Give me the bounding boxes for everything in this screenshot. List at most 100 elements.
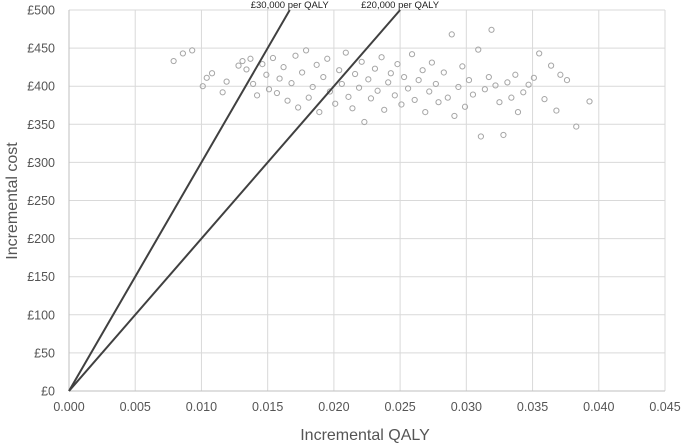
y-tick-label: £250 — [27, 194, 55, 208]
y-ticks: £0 £50 £100 £150 £200 £250 £300 £350 £400 £450 £50… — [27, 4, 55, 399]
scatter-point — [324, 55, 331, 62]
scatter-point — [415, 77, 422, 84]
scatter-point — [504, 79, 511, 86]
scatter-point — [500, 131, 507, 139]
grid — [68, 9, 666, 392]
y-tick-label: £350 — [27, 118, 55, 132]
scatter-point — [371, 65, 379, 72]
scatter-point — [435, 99, 442, 106]
scatter-point — [485, 73, 492, 81]
scatter-point — [459, 63, 466, 70]
thresholds: £30,000 per QALY £20,000 per QALY — [68, 0, 440, 392]
scatter-point — [381, 106, 388, 113]
scatter-point — [378, 54, 385, 61]
scatter-point — [313, 61, 320, 68]
x-tick-label: 0.045 — [649, 400, 680, 414]
scatter-point — [428, 59, 435, 66]
scatter-point — [469, 91, 477, 98]
scatter-point — [320, 73, 327, 81]
scatter-point — [269, 54, 277, 62]
x-tick-label: 0.010 — [186, 400, 217, 414]
scatter-point — [316, 109, 323, 116]
scatter-point — [448, 31, 455, 38]
scatter-point — [235, 62, 242, 69]
scatter-point — [299, 69, 306, 76]
scatter-point — [219, 89, 226, 96]
scatter-point — [455, 83, 462, 91]
scatter-point — [422, 109, 429, 116]
scatter-point — [247, 55, 254, 62]
scatter-point — [477, 133, 485, 140]
scatter-point — [309, 83, 316, 91]
scatter-point — [276, 75, 283, 82]
scatter-point — [199, 83, 206, 90]
y-tick-label: £400 — [27, 80, 55, 94]
scatter-point — [263, 71, 270, 78]
x-tick-label: 0.030 — [451, 400, 482, 414]
threshold-label: £30,000 per QALY — [251, 0, 330, 11]
scatter-point — [547, 62, 555, 69]
x-ticks: 0.000 0.005 0.010 0.015 0.020 0.025 0.030 0.035… — [53, 400, 680, 414]
y-axis-title: Incremental cost — [4, 142, 21, 260]
scatter-point — [508, 94, 515, 101]
scatter-point — [338, 80, 345, 88]
scatter-point — [367, 95, 375, 102]
scatter-point — [273, 89, 281, 97]
scatter-point — [179, 50, 187, 57]
scatter-point — [426, 88, 433, 95]
scatter-point — [481, 86, 488, 93]
scatter-point — [444, 94, 451, 101]
scatter-point — [573, 123, 580, 130]
scatter-point — [530, 74, 537, 81]
scatter-point — [408, 51, 416, 58]
scatter-point — [461, 103, 469, 110]
y-tick-label: £500 — [27, 4, 55, 18]
scatter-point — [342, 49, 349, 56]
scatter-point — [432, 80, 439, 88]
scatter-point — [465, 77, 473, 84]
scatter-point — [365, 76, 372, 83]
scatter-point — [305, 94, 312, 101]
x-tick-label: 0.025 — [384, 400, 415, 414]
scatter-point — [475, 46, 482, 53]
scatter-point — [400, 73, 408, 81]
scatter-point — [302, 47, 310, 54]
scatter-point — [387, 70, 394, 77]
scatter-point — [170, 57, 177, 65]
y-tick-label: £0 — [41, 385, 55, 399]
x-tick-label: 0.040 — [583, 400, 614, 414]
scatter-point — [332, 100, 339, 107]
scatter-point — [280, 64, 287, 71]
scatter-point — [203, 74, 210, 81]
scatter-point — [265, 86, 273, 93]
scatter-point — [404, 85, 412, 92]
scatter-point — [358, 58, 365, 65]
scatter-point — [208, 70, 216, 77]
scatter-point — [253, 92, 261, 99]
scatter-point — [284, 97, 291, 104]
y-tick-label: £200 — [27, 232, 55, 246]
x-tick-label: 0.000 — [53, 400, 84, 414]
scatter-point — [243, 66, 250, 73]
y-tick-label: £450 — [27, 42, 55, 56]
scatter-point — [292, 52, 299, 59]
scatter-point — [391, 92, 398, 99]
scatter-point — [411, 96, 418, 104]
x-axis-title: Incremental QALY — [300, 427, 430, 444]
scatter-point — [419, 67, 426, 74]
scatter-point — [488, 26, 495, 33]
x-tick-label: 0.020 — [318, 400, 349, 414]
scatter-point — [496, 99, 503, 106]
threshold-label: £20,000 per QALY — [361, 0, 440, 11]
scatter-point — [451, 112, 458, 120]
scatter-point — [512, 71, 519, 78]
x-tick-label: 0.015 — [252, 400, 283, 414]
scatter-point — [336, 67, 343, 74]
scatter-point — [398, 101, 405, 108]
scatter-point — [259, 61, 266, 68]
scatter-point — [374, 87, 381, 94]
points — [170, 26, 593, 140]
scatter-point — [536, 50, 543, 57]
scatter-point — [514, 109, 522, 116]
scatter-point — [189, 47, 196, 54]
